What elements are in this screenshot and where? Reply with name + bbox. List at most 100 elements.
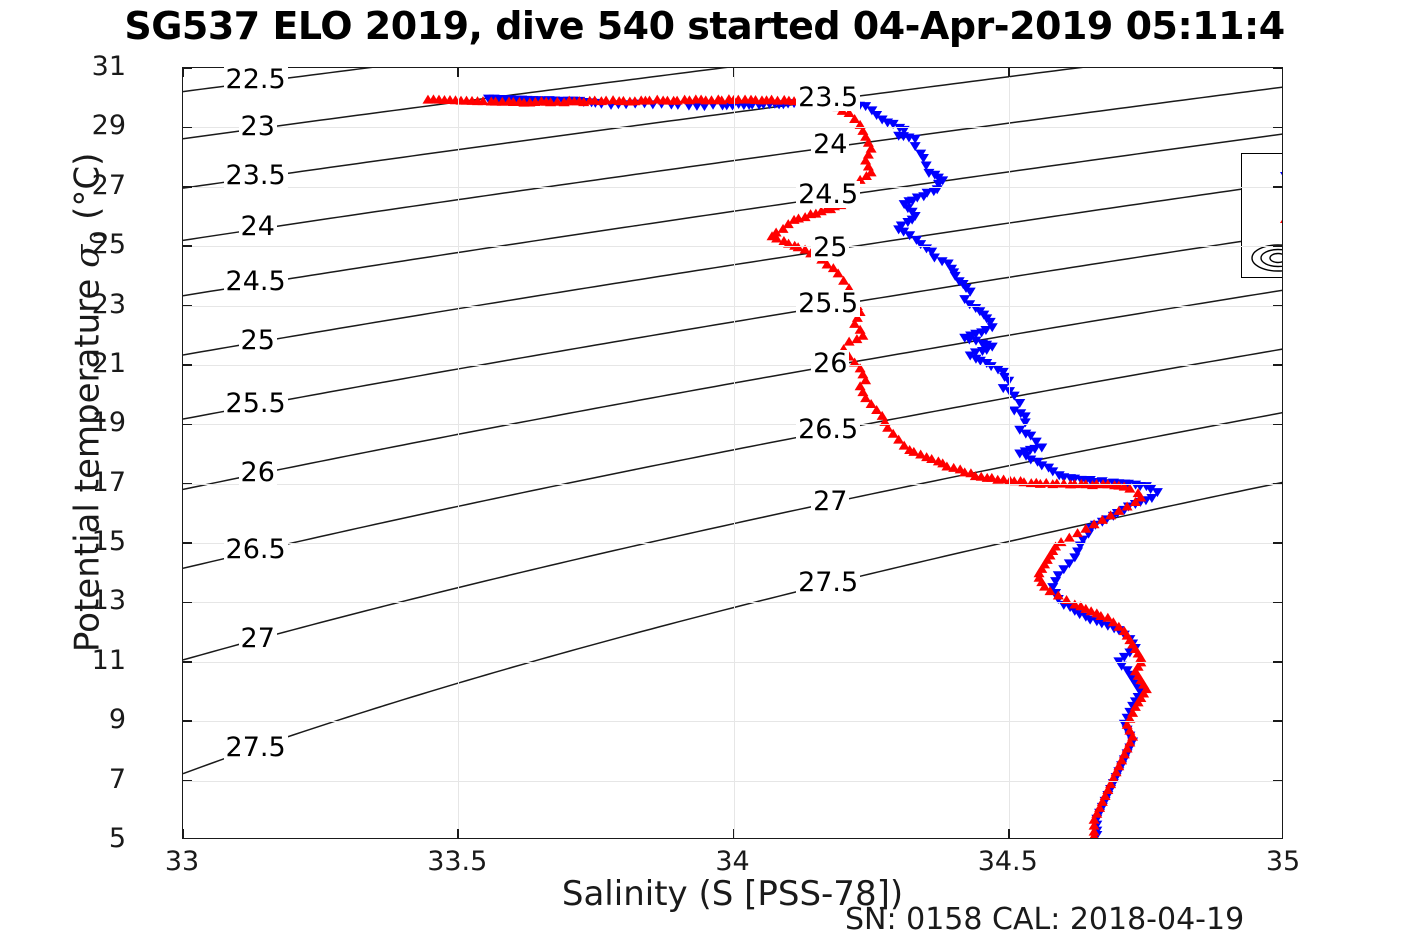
x-axis-tick — [182, 68, 184, 77]
y-axis-tick-label: 11 — [66, 647, 126, 674]
footer-note: SN: 0158 CAL: 2018-04-19 — [845, 902, 1244, 937]
y-axis-tick — [1273, 127, 1282, 129]
contour-label: 27.5 — [796, 569, 860, 596]
contour-label: 27.5 — [224, 734, 288, 761]
y-axis-tick-label: 31 — [66, 53, 126, 80]
y-axis-tick-label: 5 — [66, 825, 126, 852]
contour-label: 25 — [811, 234, 849, 261]
y-axis-tick — [1273, 424, 1282, 426]
legend-item-descent[interactable]: descent — [1242, 158, 1283, 198]
x-axis-tick-label: 35 — [1223, 848, 1343, 875]
gridline-horizontal — [183, 424, 1282, 425]
figure-root: SG537 ELO 2019, dive 540 started 04-Apr-… — [0, 0, 1417, 945]
y-axis-tick — [183, 542, 192, 544]
y-axis-tick — [1273, 780, 1282, 782]
gridline-horizontal — [183, 602, 1282, 603]
y-axis-tick — [183, 720, 192, 722]
contour-label: 23 — [239, 113, 277, 140]
gridline-vertical — [734, 68, 735, 838]
gridline-horizontal — [183, 127, 1282, 128]
gridline-horizontal — [183, 306, 1282, 307]
x-axis-tick — [1008, 829, 1010, 838]
y-axis-tick — [1273, 542, 1282, 544]
x-axis-tick — [1008, 68, 1010, 77]
legend-item-ascent[interactable]: ascent — [1242, 198, 1283, 238]
plot-area: descentascentdata1 — [182, 67, 1283, 839]
y-axis-tick-label: 29 — [66, 112, 126, 139]
contour-label: 25.5 — [224, 390, 288, 417]
gridline-horizontal — [183, 543, 1282, 544]
legend-marker-descent — [1260, 158, 1283, 198]
contour-label: 27 — [239, 625, 277, 652]
x-axis-tick — [182, 829, 184, 838]
gridline-vertical — [1009, 68, 1010, 838]
y-axis-tick — [1273, 483, 1282, 485]
y-axis-tick — [1273, 364, 1282, 366]
y-axis-tick — [183, 127, 192, 129]
contour-rings-icon — [1248, 238, 1283, 278]
gridline-horizontal — [183, 781, 1282, 782]
y-axis-tick — [183, 780, 192, 782]
y-axis-tick-label: 21 — [66, 350, 126, 377]
y-axis-tick — [183, 67, 192, 69]
contour-label: 24.5 — [796, 181, 860, 208]
y-axis-tick — [183, 483, 192, 485]
y-axis-tick-label: 15 — [66, 528, 126, 555]
y-axis-tick — [1273, 305, 1282, 307]
x-axis-tick — [457, 829, 459, 838]
gridline-vertical — [458, 68, 459, 838]
contour-label: 24 — [239, 213, 277, 240]
y-axis-tick — [183, 305, 192, 307]
x-axis-tick-label: 33.5 — [397, 848, 517, 875]
legend-marker-contour — [1260, 238, 1283, 278]
triangle-down-icon — [1280, 172, 1283, 183]
gridline-horizontal — [183, 246, 1282, 247]
y-axis-tick-label: 9 — [66, 706, 126, 733]
x-axis-tick-label: 33 — [122, 848, 242, 875]
gridline-horizontal — [183, 484, 1282, 485]
y-axis-tick — [1273, 67, 1282, 69]
x-axis-tick-label: 34 — [673, 848, 793, 875]
y-axis-tick — [183, 364, 192, 366]
y-axis-tick — [1273, 661, 1282, 663]
x-axis-tick-label: 34.5 — [948, 848, 1068, 875]
y-axis-tick-label: 19 — [66, 409, 126, 436]
contour-label: 22.5 — [224, 66, 288, 93]
y-axis-tick — [1273, 186, 1282, 188]
y-axis-tick-label: 17 — [66, 469, 126, 496]
y-axis-tick — [1273, 602, 1282, 604]
contour-label: 26 — [811, 350, 849, 377]
legend: descentascentdata1 — [1241, 153, 1283, 278]
x-axis-tick — [457, 68, 459, 77]
y-axis-tick — [183, 245, 192, 247]
y-axis-tick — [183, 661, 192, 663]
contour-label: 26.5 — [224, 536, 288, 563]
gridline-horizontal — [183, 365, 1282, 366]
legend-marker-ascent — [1260, 198, 1283, 238]
y-axis-tick — [183, 186, 192, 188]
x-axis-tick — [733, 829, 735, 838]
y-axis-tick — [183, 424, 192, 426]
contour-label: 25 — [239, 327, 277, 354]
y-axis-tick-label: 7 — [66, 766, 126, 793]
contour-label: 23.5 — [796, 84, 860, 111]
y-axis-tick — [1273, 245, 1282, 247]
contour-label: 25.5 — [796, 290, 860, 317]
contour-label: 27 — [811, 488, 849, 515]
legend-item-data1[interactable]: data1 — [1242, 238, 1283, 278]
y-axis-tick-label: 13 — [66, 587, 126, 614]
figure-title: SG537 ELO 2019, dive 540 started 04-Apr-… — [0, 2, 1417, 50]
contour-label: 24 — [811, 131, 849, 158]
contour-label: 26.5 — [796, 416, 860, 443]
y-axis-tick-label: 27 — [66, 172, 126, 199]
y-axis-tick-label: 23 — [66, 291, 126, 318]
triangle-up-icon — [1280, 212, 1283, 223]
contour-label: 24.5 — [224, 268, 288, 295]
gridline-horizontal — [183, 187, 1282, 188]
contour-label: 23.5 — [224, 162, 288, 189]
x-axis-tick — [733, 68, 735, 77]
contour-label: 26 — [239, 459, 277, 486]
gridline-horizontal — [183, 721, 1282, 722]
y-axis-tick-label: 25 — [66, 231, 126, 258]
y-axis-tick — [183, 602, 192, 604]
